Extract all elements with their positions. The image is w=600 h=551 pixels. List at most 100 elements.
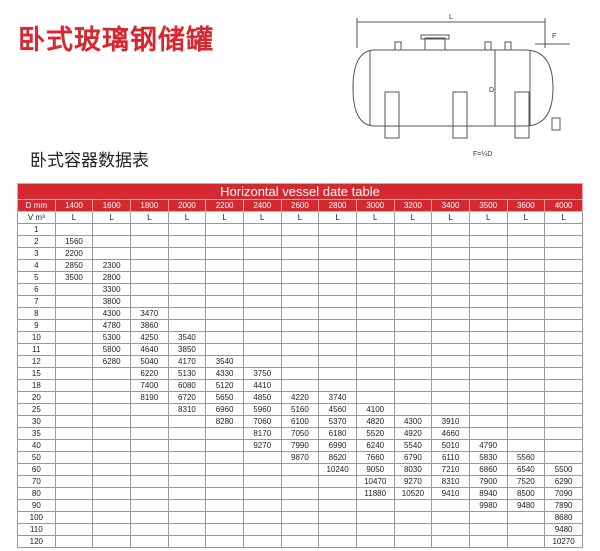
length-value: 10270 [544,535,583,548]
length-value [242,343,282,356]
length-value [468,271,508,284]
length-value [393,223,433,236]
length-value: 3910 [431,415,470,428]
length-value: 6860 [468,463,508,476]
length-value [393,535,433,548]
length-value [129,427,169,440]
length-value [280,487,320,500]
length-value [393,367,433,380]
length-value [54,403,94,416]
table-row: 50 9870 8620 7660 6790 6110 5830 5560 [17,451,583,464]
length-value: 6720 [167,391,207,404]
d-label: D mm [17,199,56,212]
column-header: 3200 [393,199,433,212]
subtitle: 卧式容器数据表 [30,151,149,170]
unit-label: L [92,211,131,224]
length-value [92,367,131,380]
length-value [506,247,546,260]
column-header: 1600 [92,199,131,212]
length-value [54,379,94,392]
length-value [544,343,583,356]
length-value [54,487,94,500]
length-value [92,499,131,512]
length-value [205,427,244,440]
length-value [205,463,244,476]
table-row: 90 9980 9480 7890 [17,499,583,512]
length-value [506,235,546,248]
length-value: 2850 [54,259,94,272]
length-value: 8940 [468,487,508,500]
length-value [318,511,357,524]
length-value [544,283,583,296]
length-value [167,439,207,452]
length-value [92,475,131,488]
volume: 1 [17,223,56,236]
length-value: 2200 [54,247,94,260]
length-value [129,271,169,284]
length-value: 6290 [544,475,583,488]
length-value [92,511,131,524]
unit-label: L [393,211,433,224]
length-value [205,235,244,248]
table-row: 7 3800 [17,295,583,308]
length-value [544,247,583,260]
length-value [318,319,357,332]
length-value: 3740 [318,391,357,404]
length-value: 8280 [205,415,244,428]
length-value [242,475,282,488]
length-value: 5540 [393,439,433,452]
length-value: 6790 [393,451,433,464]
length-value [167,223,207,236]
length-value: 8030 [393,463,433,476]
length-value [205,439,244,452]
length-value [92,235,131,248]
length-value [167,235,207,248]
length-value [318,259,357,272]
length-value [431,367,470,380]
length-value [54,223,94,236]
length-value: 4170 [167,355,207,368]
length-value [242,511,282,524]
length-value [468,403,508,416]
length-value [205,259,244,272]
length-value: 10240 [318,463,357,476]
length-value [393,331,433,344]
table-row: 6 3300 [17,283,583,296]
length-value [280,295,320,308]
length-value [431,511,470,524]
length-value: 3800 [92,295,131,308]
length-value: 5960 [242,403,282,416]
diameter-label: D [489,87,494,94]
length-value [355,295,395,308]
length-value [468,535,508,548]
length-value [544,355,583,368]
length-value [54,307,94,320]
length-value [468,367,508,380]
length-value [167,511,207,524]
length-value [54,427,94,440]
length-value: 3850 [167,343,207,356]
length-value [280,283,320,296]
table-row: 35 8170 7050 6180 5520 4920 4660 [17,427,583,440]
length-value [468,355,508,368]
length-value [468,331,508,344]
table-row: 10 5300 4250 3540 [17,331,583,344]
length-value [129,295,169,308]
length-value: 6540 [506,463,546,476]
length-value [205,343,244,356]
length-value [318,331,357,344]
length-value [506,295,546,308]
length-value: 4640 [129,343,169,356]
length-value [468,391,508,404]
length-value [393,343,433,356]
length-value [54,511,94,524]
table-row: 18 7400 6080 5120 4410 [17,379,583,392]
length-value [92,463,131,476]
length-value [544,319,583,332]
length-value [506,379,546,392]
length-value [242,259,282,272]
table-row: Horizontal vessel date table [17,183,583,200]
length-value [355,535,395,548]
length-value [205,307,244,320]
length-value [242,247,282,260]
